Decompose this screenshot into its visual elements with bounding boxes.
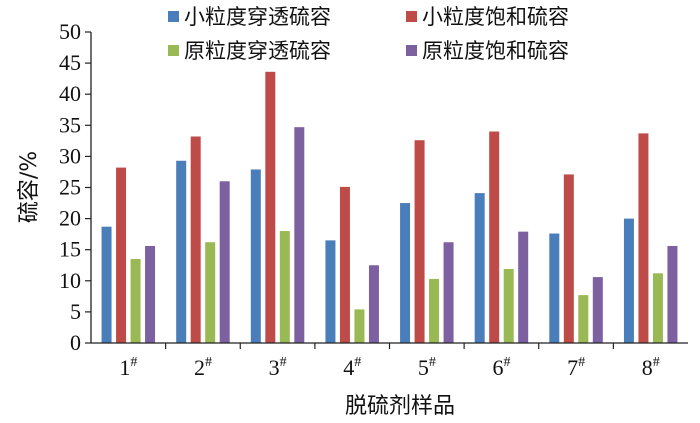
y-tick-label: 25: [59, 175, 81, 200]
bar: [652, 273, 663, 343]
y-tick-label: 20: [59, 206, 81, 231]
x-tick-label: 7#: [567, 355, 585, 380]
x-tick-label: 3#: [269, 355, 287, 380]
y-tick-label: 30: [59, 143, 81, 168]
y-tick-label: 40: [59, 81, 81, 106]
bar: [265, 71, 276, 343]
bar: [578, 295, 589, 343]
bar: [474, 193, 485, 343]
y-axis-title: 硫容/%: [17, 151, 42, 223]
x-tick-label: 8#: [642, 355, 660, 380]
bar: [563, 174, 574, 343]
bar: [101, 226, 112, 343]
x-axis-title: 脱硫剂样品: [345, 394, 455, 419]
bar: [443, 242, 454, 343]
legend-swatch: [406, 45, 417, 56]
x-tick-label: 5#: [418, 355, 436, 380]
x-tick-label: 1#: [119, 355, 137, 380]
y-tick-label: 50: [59, 19, 81, 44]
bar: [354, 309, 365, 343]
bar: [116, 167, 127, 343]
bar: [368, 265, 379, 343]
bar: [592, 277, 603, 343]
y-tick-label: 45: [59, 50, 81, 75]
bar: [489, 131, 500, 343]
y-tick-label: 35: [59, 112, 81, 137]
bar: [623, 218, 634, 343]
y-tick-label: 0: [70, 330, 81, 355]
bar: [638, 133, 649, 343]
bar: [549, 233, 560, 343]
bar: [325, 240, 336, 343]
legend-label: 小粒度穿透硫容: [184, 5, 331, 29]
bar: [190, 136, 201, 343]
axes: 0 5 10 15 20 25 30 35 40 45 50 1# 2# 3# 4# 5# 6# 7# 8#: [59, 19, 688, 380]
bar: [279, 231, 290, 343]
bar: [503, 268, 514, 343]
bars-area: [101, 71, 678, 343]
x-tick-label: 2#: [194, 355, 212, 380]
legend-label: 原粒度穿透硫容: [184, 39, 331, 63]
bar: [667, 245, 678, 343]
x-tick-label: 6#: [492, 355, 510, 380]
bar: [414, 140, 425, 343]
bar: [518, 231, 529, 343]
bar: [429, 278, 440, 343]
legend-swatch: [168, 11, 179, 22]
bar: [219, 181, 230, 343]
x-tick-label: 4#: [343, 355, 361, 380]
legend-label: 原粒度饱和硫容: [422, 39, 569, 63]
bar: [250, 169, 261, 343]
y-tick-label: 15: [59, 237, 81, 262]
bar: [130, 259, 141, 343]
y-tick-label: 5: [70, 299, 81, 324]
bar: [176, 160, 187, 343]
legend-swatch: [406, 11, 417, 22]
y-tick-label: 10: [59, 268, 81, 293]
bar: [400, 203, 411, 343]
bar: [145, 245, 156, 343]
legend-swatch: [168, 45, 179, 56]
legend-label: 小粒度饱和硫容: [422, 5, 569, 29]
bar: [294, 127, 305, 343]
bar: [205, 242, 216, 343]
bar: [339, 186, 350, 343]
